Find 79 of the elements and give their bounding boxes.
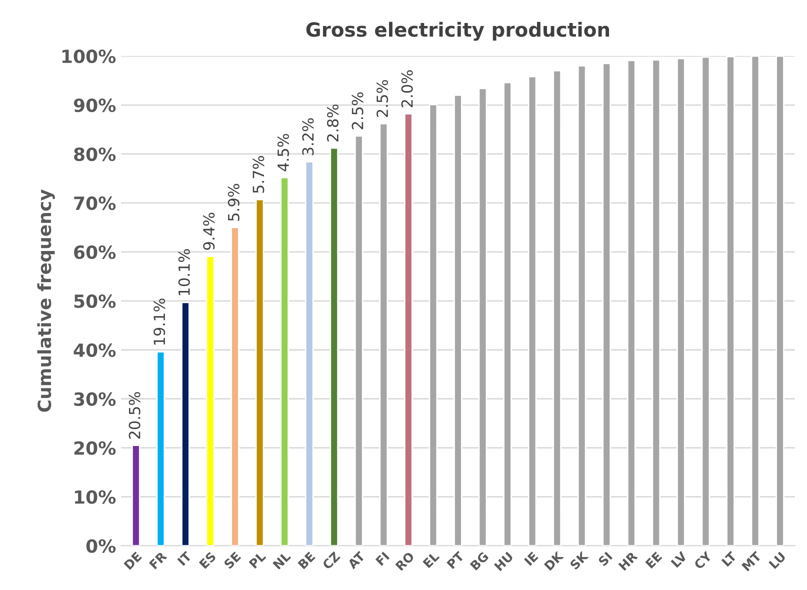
x-tick-label: BE xyxy=(298,552,316,570)
annotation: 5.9% xyxy=(228,184,240,221)
x-tick-label: SK xyxy=(569,550,589,570)
bar xyxy=(676,58,686,546)
x-tick-label: LV xyxy=(670,550,688,568)
x-tick-label: DE xyxy=(124,552,142,570)
x-tick-label: PT xyxy=(446,550,465,570)
annotation: 3.2% xyxy=(302,118,314,156)
bar xyxy=(132,444,140,546)
bar xyxy=(304,161,314,546)
x-tick-label: MT xyxy=(742,550,762,572)
annotation: 19.1% xyxy=(154,298,166,345)
x-tick-label: CZ xyxy=(322,551,341,570)
bar xyxy=(206,256,215,546)
y-tick-label: 60% xyxy=(74,245,116,260)
chart-title: Gross electricity production xyxy=(306,22,610,41)
bar xyxy=(701,56,710,546)
bar xyxy=(652,59,661,546)
y-tick-label: 50% xyxy=(74,294,116,308)
y-tick-label: 30% xyxy=(74,392,116,406)
bar xyxy=(379,122,388,546)
annotation: 2.8% xyxy=(326,104,339,142)
y-tick-label: 0% xyxy=(86,539,116,553)
bar xyxy=(750,56,760,546)
bar xyxy=(528,76,537,546)
x-tick-label: SI xyxy=(598,552,613,566)
x-tick-label: IT xyxy=(177,550,192,566)
bar xyxy=(280,176,289,546)
y-tick-label: 70% xyxy=(74,196,116,210)
y-tick-label: 90% xyxy=(74,98,116,112)
bar xyxy=(255,198,264,546)
x-tick-label: FI xyxy=(375,552,390,566)
y-tick-label: 40% xyxy=(74,343,116,357)
bar xyxy=(454,94,462,546)
x-tick-label: EL xyxy=(422,551,440,568)
x-tick-label: HR xyxy=(618,551,638,571)
x-tick-label: IE xyxy=(524,552,538,566)
annotation: 5.7% xyxy=(252,156,264,193)
annotation: 9.4% xyxy=(203,212,215,250)
annotation: 10.1% xyxy=(178,249,190,296)
bar xyxy=(156,351,166,546)
annotation: 2.5% xyxy=(352,92,364,130)
x-tick-label: NL xyxy=(272,551,292,570)
bar xyxy=(404,113,413,546)
x-tick-label: SE xyxy=(223,551,242,570)
bar xyxy=(330,147,339,546)
annotation: 4.5% xyxy=(277,134,289,172)
x-tick-label: PL xyxy=(248,551,266,569)
annotation: 20.5% xyxy=(128,392,140,439)
y-axis-title: Cumulative frequency xyxy=(37,189,55,412)
bar xyxy=(230,226,240,546)
y-tick-label: 20% xyxy=(74,441,116,455)
bar xyxy=(503,82,512,546)
bar xyxy=(552,70,562,546)
x-tick-label: CY xyxy=(693,550,713,570)
x-tick-label: DK xyxy=(544,550,564,571)
bar xyxy=(181,302,190,546)
bar xyxy=(602,62,612,546)
annotation: 2.5% xyxy=(376,80,388,117)
x-tick-label: HU xyxy=(494,552,514,572)
x-tick-label: AT xyxy=(347,550,366,570)
bar xyxy=(626,60,636,546)
x-tick-label: EE xyxy=(645,552,662,569)
bar xyxy=(478,88,488,546)
bar xyxy=(354,135,364,546)
x-tick-label: ES xyxy=(198,551,216,570)
y-tick-label: 10% xyxy=(75,490,116,504)
x-tick-label: FR xyxy=(148,551,168,570)
x-tick-label: BG xyxy=(470,551,489,571)
annotation: 2.0% xyxy=(401,70,413,108)
x-tick-label: RO xyxy=(395,551,415,571)
x-tick-label: LU xyxy=(768,552,786,570)
x-tick-label: LT xyxy=(721,550,738,567)
y-tick-label: 80% xyxy=(74,147,116,162)
bar xyxy=(726,56,735,546)
bar xyxy=(776,56,784,546)
y-tick-label: 100% xyxy=(62,50,116,64)
bar xyxy=(428,104,438,546)
bar xyxy=(577,65,586,546)
